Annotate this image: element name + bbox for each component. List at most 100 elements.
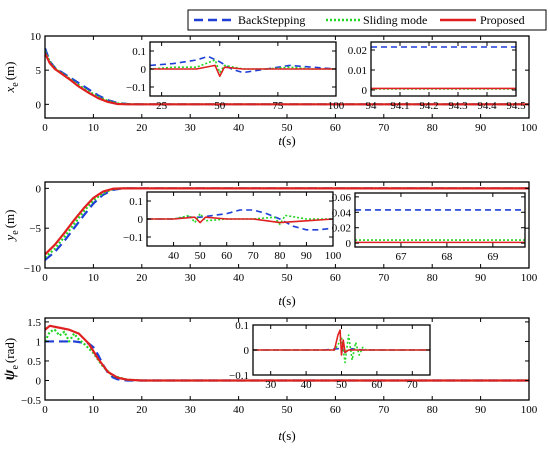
panel-1-inset-2-xtick-label: 94.5 (506, 100, 526, 112)
panel-2-inset-1-ytick-label: 0.1 (129, 196, 143, 208)
panel-3-inset-1: 30 40 50 60 70 −0.1 0 0.1 (229, 320, 431, 391)
panel-2-xtick-label: 60 (330, 272, 342, 284)
panel-3-xtick-label: 30 (185, 404, 197, 416)
panel-1-xtick-label: 90 (475, 122, 487, 134)
panel-1-ytick-label: 10 (30, 31, 42, 43)
panel-2-inset-1-ytick-label: −0.1 (123, 232, 143, 244)
panel-1-xtick-label: 70 (378, 122, 390, 134)
panel-1-inset-2-ytick-label: 0.01 (348, 65, 367, 77)
panel-1-inset-1-ytick-label: 0 (141, 64, 147, 76)
panel-1-inset-1-series-backstepping (150, 55, 336, 74)
panel-1-xtick-label: 80 (427, 122, 439, 134)
panel-1-xtick-label: 10 (88, 122, 100, 134)
panel-2-inset-2-ytick-label: 0.04 (332, 207, 352, 219)
panel-2-ytick-label: −10 (24, 263, 42, 275)
panel-1-ytick-label: 5 (36, 65, 42, 77)
legend-label-backstepping: BackStepping (238, 13, 305, 27)
panel-1-inset-2: 94 94.1 94.2 94.3 94.4 94.5 0 0.01 0.02 (348, 41, 526, 112)
panel-2-xtick-label: 90 (475, 272, 487, 284)
panel-2-inset-2-xtick-label: 67 (395, 251, 407, 263)
panel-2-inset-2-frame (354, 192, 526, 248)
panel-2-ytick-label: 0 (36, 183, 42, 195)
panel-3-inset-1-xtick-label: 70 (407, 379, 419, 391)
panel-3-inset-1-ytick-label: 0.1 (235, 320, 249, 332)
panel-2-inset-1-xtick-label: 80 (274, 250, 286, 262)
panel-1-xtick-label: 0 (42, 122, 48, 134)
panel-3-series-proposed (45, 324, 529, 382)
panel-2-xtick-label: 0 (42, 272, 48, 284)
legend-label-proposed: Proposed (480, 13, 525, 27)
panel-2-xtick-label: 70 (378, 272, 390, 284)
panel-1-xtick-label: 40 (233, 122, 245, 134)
panel-3-xtick-label: 0 (42, 404, 48, 416)
legend: BackStepping Sliding mode Proposed (187, 9, 547, 31)
panel-2-inset-2-xtick-label: 69 (487, 251, 499, 263)
panel-2-inset-2-ytick-label: 0.02 (332, 223, 351, 235)
panel-1-inset-2-plot-area (371, 42, 516, 96)
panel-2-inset-2-ytick-label: 0 (346, 238, 352, 250)
panel-2-xtick-label: 10 (88, 272, 100, 284)
panel-1-xtick-label: 20 (136, 122, 148, 134)
panel-3-ytick-label: −0.5 (21, 395, 41, 407)
panel-3-xtick-label: 80 (427, 404, 439, 416)
panel-2-inset-1-xtick-label: 90 (301, 250, 313, 262)
panel-3-xtick-label: 60 (330, 404, 342, 416)
panel-1-inset-2-xtick-label: 94 (366, 100, 378, 112)
panel-2-xtick-label: 40 (233, 272, 245, 284)
panel-3-xlabel: t(s) (278, 428, 295, 443)
panel-1-inset-1-xtick-label: 100 (328, 100, 345, 112)
panel-3-ytick-label: 0 (36, 375, 42, 387)
panel-3-inset-1-xtick-label: 60 (371, 379, 383, 391)
panel-2-ylabel: ye(m) (2, 209, 21, 242)
panel-1-xtick-label: 100 (521, 122, 538, 134)
panel-3-ylabel: ψe(rad) (1, 338, 21, 380)
panel-1-inset-1-ytick-label: −0.1 (126, 82, 146, 94)
legend-box (187, 9, 547, 31)
panel-1-inset-1-xtick-label: 50 (214, 100, 226, 112)
panel-1-series-proposed (45, 52, 529, 106)
panel-2-xtick-label: 20 (136, 272, 148, 284)
panel-3-ytick-label: 0.5 (27, 356, 41, 368)
panel-2-inset-2: 67 68 69 0 0.02 0.04 0.06 (332, 192, 526, 263)
panel-2-inset-1-xtick-label: 50 (195, 250, 207, 262)
panel-3-inset-1-xtick-label: 40 (301, 379, 313, 391)
panel-3-xtick-label: 10 (88, 404, 100, 416)
panel-1-inset-2-ytick-label: 0 (362, 85, 368, 97)
panel-3-ytick-label: 1 (36, 336, 42, 348)
panel-1-inset-2-xtick-label: 94.2 (419, 100, 438, 112)
panel-3-xtick-label: 40 (233, 404, 245, 416)
panel-3-inset-1-xtick-label: 50 (336, 379, 348, 391)
panel-1-xtick-label: 50 (282, 122, 294, 134)
panel-3-inset-1-ytick-label: −0.1 (229, 370, 249, 382)
panel-1-inset-1: 25 50 75 100 −0.1 0 0.1 (126, 41, 345, 112)
panel-2-inset-1-xtick-label: 60 (221, 250, 233, 262)
panel-3: 0 10 20 30 40 50 60 70 80 90 100−0.500.511.5t(s)ψe… (1, 317, 538, 443)
panel-3-inset-1-series-sliding-mode (253, 334, 430, 364)
panel-1-inset-1-series-proposed (150, 64, 336, 77)
panel-2-xtick-label: 30 (185, 272, 197, 284)
panel-2-xtick-label: 100 (521, 272, 538, 284)
panel-1-xtick-label: 30 (185, 122, 197, 134)
panel-1-inset-2-xtick-label: 94.3 (448, 100, 468, 112)
panel-1-series-sliding-mode (45, 50, 529, 106)
panel-3-inset-1-series-proposed (253, 329, 430, 356)
panel-3-inset-1-xtick-label: 30 (265, 379, 277, 391)
panel-2-inset-1-xtick-label: 70 (248, 250, 260, 262)
panel-2-inset-2-ytick-label: 0.06 (332, 192, 352, 204)
panel-1-inset-2-ytick-label: 0.02 (348, 45, 367, 57)
panel-3-xtick-label: 70 (378, 404, 390, 416)
panel-2-xlabel: t(s) (278, 293, 295, 308)
panel-2: 0 10 20 30 40 50 60 70 80 90 100 −10 −5 0 t(s) ye(m) 40 5… (2, 181, 538, 308)
panel-2-inset-2-xtick-label: 68 (441, 251, 453, 263)
panel-2-ytick-label: −5 (29, 223, 41, 235)
panel-2-inset-1-series-proposed (147, 216, 333, 224)
panel-2-xtick-label: 80 (427, 272, 439, 284)
panel-2-inset-1: 40 50 60 70 80 90 100 −0.1 0 0.1 (123, 191, 342, 262)
panel-1-inset-1-xtick-label: 25 (156, 100, 168, 112)
panel-1: 0 10 20 30 40 50 60 70 80 90 100 0 5 10 t(s) xe(m) 25 50 7… (2, 31, 538, 148)
panel-1-inset-1-xtick-label: 75 (272, 100, 284, 112)
panel-1-inset-2-xtick-label: 94.4 (477, 100, 497, 112)
panel-3-xtick-label: 90 (475, 404, 487, 416)
panel-3-xtick-label: 50 (282, 404, 294, 416)
